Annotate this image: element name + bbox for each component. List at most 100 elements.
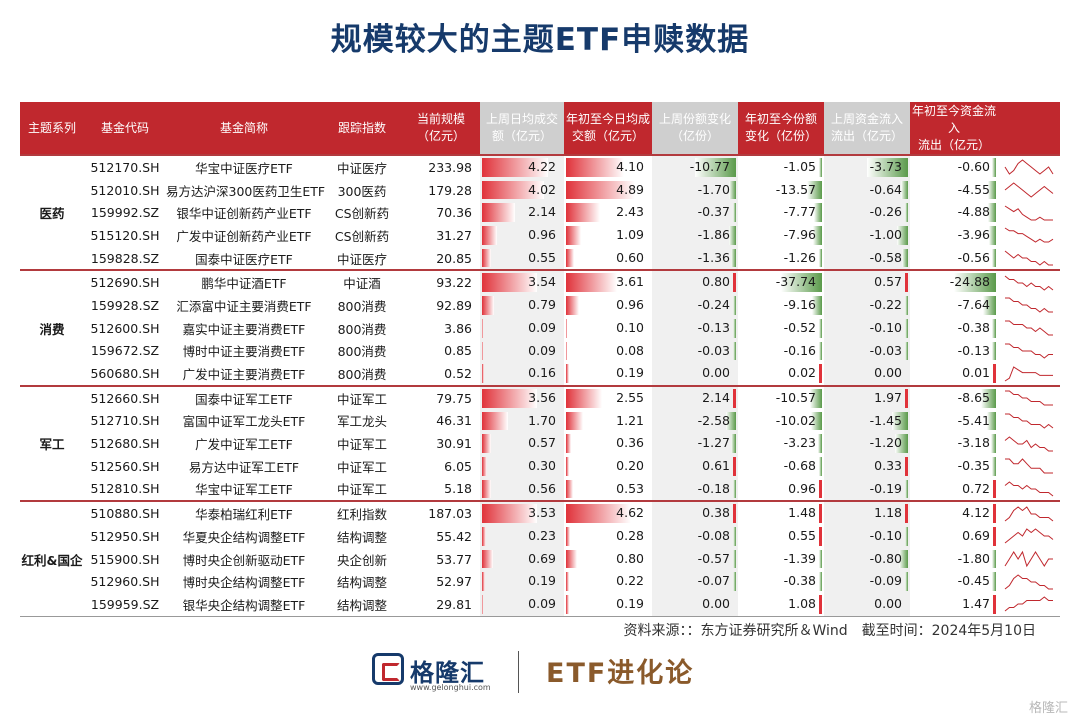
- cell-value: 0.01: [962, 365, 990, 381]
- header-4: 当前规模 （亿元）: [402, 102, 480, 155]
- sparkline-chart: [1004, 505, 1054, 522]
- cell-value: 1.48: [788, 505, 816, 521]
- fund-name: 广发中证创新药产业ETF: [176, 228, 312, 244]
- cell-value: -0.35: [957, 457, 990, 473]
- cell-value: 1.21: [616, 412, 644, 428]
- sparkline-line: [1005, 458, 1053, 474]
- cell-value: 0.28: [616, 528, 644, 543]
- cell-value: 0.19: [616, 596, 644, 612]
- data-bar: [866, 158, 908, 177]
- cell-value: -9.16: [783, 297, 816, 313]
- data-bar: [482, 388, 538, 408]
- fund-size: 233.98: [402, 154, 480, 179]
- data-bar: [987, 203, 996, 223]
- cell-wk_avg: 0.23: [480, 525, 564, 548]
- cell-wk_avg: 0.79: [480, 294, 564, 317]
- cell-wk_flow: -0.80: [824, 547, 910, 571]
- cell-wk_flow: 1.18: [824, 500, 910, 525]
- etf-brand: ETF进化论: [546, 658, 695, 689]
- fund-code: 512010.SH: [90, 182, 160, 198]
- fund-code: 512170.SH: [84, 154, 166, 179]
- header-10: 年初至今资金流入 流出（亿元）: [910, 102, 998, 155]
- data-bar: [731, 434, 736, 453]
- cell-wk_avg: 0.96: [480, 224, 564, 247]
- fund-size: 30.91: [436, 436, 472, 452]
- cell-value: -4.55: [957, 181, 990, 197]
- data-bar: [566, 364, 569, 383]
- table-row: 512810.SH 华宝中证军工ETF 中证军工 5.18 0.56 0.53 -0.18 0…: [20, 477, 1060, 502]
- cell-value: -0.03: [697, 342, 730, 358]
- cell-ytd_share: -1.26: [738, 247, 824, 271]
- data-bar: [993, 527, 996, 546]
- cell-value: 3.56: [528, 389, 556, 405]
- cell-wk_share: -1.86: [652, 224, 738, 247]
- table-row: 159959.SZ 银华央企结构调整ETF 结构调整 29.81 0.09 0.19 0.0…: [20, 593, 1060, 617]
- cell-wk_share: 0.00: [652, 362, 738, 386]
- cell-ytd_flow: 0.72: [910, 478, 998, 502]
- data-bar: [813, 226, 822, 245]
- fund-name: 博时中证主要消费ETF: [182, 344, 306, 360]
- fund-code: 515900.SH: [90, 551, 160, 567]
- fund-name: 博时央企结构调整ETF: [182, 575, 306, 591]
- cell-wk_share: -0.03: [652, 339, 738, 363]
- cell-ytd_share: -37.74: [738, 269, 824, 295]
- cell-value: -0.64: [869, 181, 902, 197]
- cell-ytd_flow: -3.96: [910, 224, 998, 247]
- cell-wk_flow: -3.73: [824, 154, 910, 179]
- cell-value: 0.33: [874, 457, 902, 473]
- cell-wk_share: -0.07: [652, 570, 738, 594]
- cell-ytd_share: 1.48: [738, 500, 824, 525]
- sparkline-chart: [1004, 550, 1053, 568]
- cell-wk_share: -0.13: [652, 316, 738, 340]
- header-3: 跟踪指数: [322, 102, 402, 155]
- cell-value: -2.58: [697, 412, 730, 428]
- fund-name: 易方达沪深300医药卫生ETF: [166, 183, 326, 199]
- cell-ytd_flow: -5.41: [910, 410, 998, 433]
- cell-value: -0.08: [697, 528, 730, 543]
- data-bar: [566, 273, 617, 293]
- cell-ytd_flow: -0.45: [910, 570, 998, 593]
- watermark: 格隆汇: [1028, 701, 1068, 716]
- data-bar: [904, 296, 908, 315]
- data-bar: [728, 226, 736, 245]
- data-bar: [981, 388, 996, 408]
- cell-value: -0.80: [869, 550, 902, 566]
- data-bar: [818, 549, 822, 569]
- cell-value: 0.80: [702, 274, 730, 290]
- header-row: 主题系列 基金代码 基金简称 跟踪指数 当前规模 （亿元） 上周日均成交 额（亿元） 年初至今日…: [20, 102, 1060, 155]
- logo-url: www.gelonghui.com: [410, 683, 491, 692]
- cell-value: 0.56: [528, 480, 556, 496]
- cell-value: 0.96: [528, 227, 556, 243]
- cell-ytd_flow: 1.47: [910, 593, 998, 617]
- table-row: 560680.SH 广发中证主要消费ETF 800消费 0.52 0.16 0.19 0.0…: [20, 362, 1060, 386]
- cell-ytd_flow: -0.13: [910, 340, 998, 363]
- cell-value: -1.45: [869, 412, 902, 428]
- cell-wk_flow: -0.22: [824, 294, 910, 317]
- data-bar: [899, 549, 908, 569]
- data-bar: [905, 388, 908, 408]
- cell-ytd_flow: -1.80: [910, 548, 998, 571]
- cell-value: -0.26: [869, 204, 902, 220]
- data-bar: [482, 273, 537, 293]
- header-2: 基金简称: [166, 102, 322, 155]
- sparkline-line: [1005, 343, 1053, 359]
- fund-name: 华宝中证医疗ETF: [166, 154, 322, 179]
- cell-ytd_share: -0.38: [738, 570, 824, 593]
- data-bar: [993, 504, 996, 523]
- table-row: 512680.SH 广发中证军工ETF 中证军工 30.91 0.57 0.36 -1.27…: [20, 432, 1060, 455]
- tracking-index: 结构调整: [336, 575, 387, 591]
- data-bar: [905, 456, 908, 476]
- cell-value: 2.43: [616, 204, 644, 220]
- data-bar: [566, 388, 602, 408]
- data-bar: [901, 248, 908, 268]
- data-bar: [482, 504, 537, 523]
- cell-wk_avg: 0.16: [480, 362, 564, 386]
- tracking-index: 中证医疗: [322, 154, 402, 179]
- cell-value: -0.68: [783, 457, 816, 473]
- sparkline-cell: [998, 384, 1060, 410]
- sparkline-chart: [1005, 458, 1053, 474]
- cell-value: 0.53: [616, 480, 644, 496]
- sparkline-chart: [1005, 297, 1053, 314]
- fund-code: 512660.SH: [84, 384, 166, 410]
- cell-value: -3.73: [869, 159, 902, 174]
